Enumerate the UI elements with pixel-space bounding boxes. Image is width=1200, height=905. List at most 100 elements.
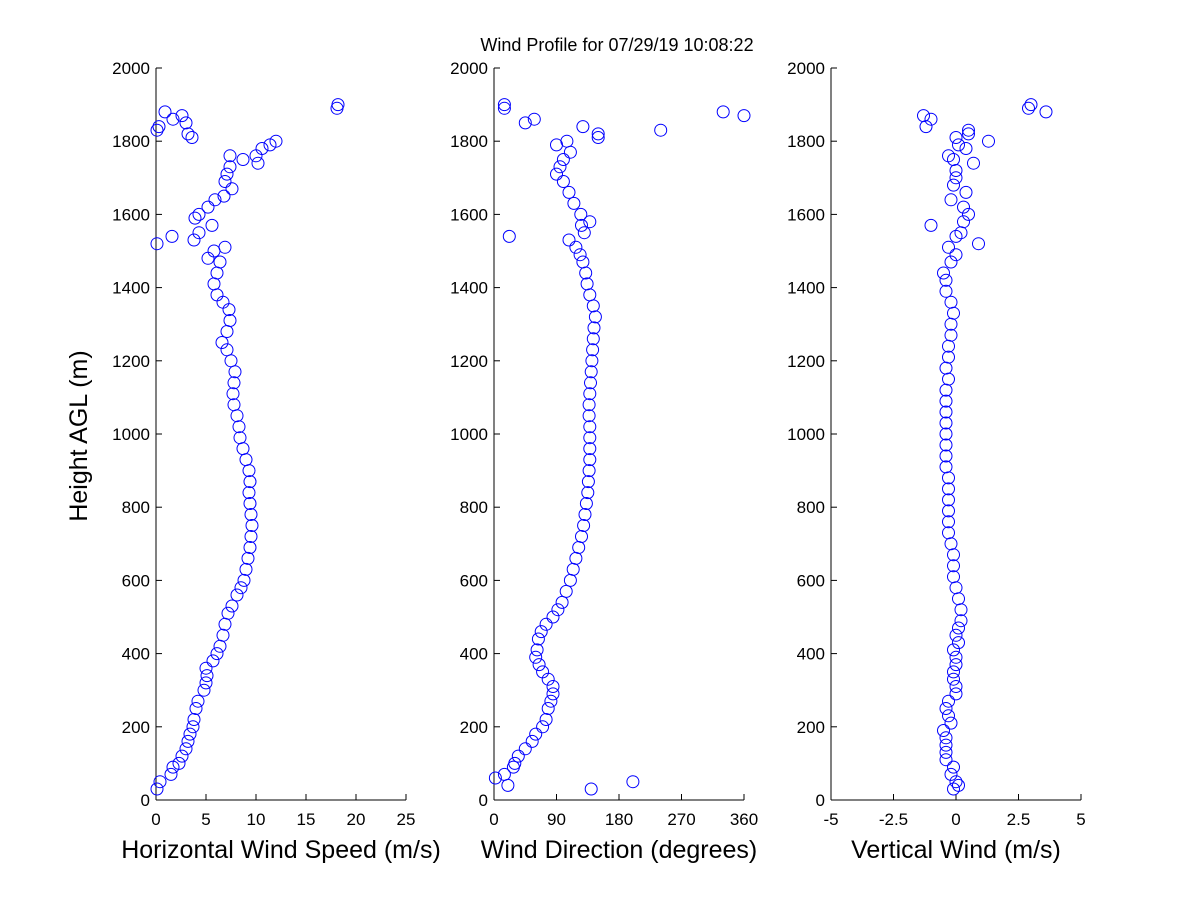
direction-data-point: [497, 98, 511, 112]
vertical-data-point: [944, 193, 958, 207]
direction-y-tick-label: 0: [479, 791, 488, 810]
speed-data-point: [218, 240, 232, 254]
vertical-data-point: [952, 621, 965, 635]
vertical-data-point: [972, 237, 985, 251]
vertical-data-point: [944, 328, 958, 342]
vertical-y-tick-label: 400: [797, 645, 825, 664]
speed-data-point: [199, 676, 213, 690]
vertical-x-tick-label: 0: [951, 810, 960, 829]
speed-data-point: [216, 628, 230, 642]
vertical-data-point: [949, 581, 963, 595]
direction-data-point: [562, 185, 576, 199]
vertical-data-point: [947, 153, 960, 166]
vertical-y-tick-label: 1400: [787, 279, 825, 298]
speed-data-point: [225, 599, 239, 613]
speed-data-point: [181, 734, 195, 748]
direction-data-point: [550, 167, 563, 181]
direction-data-point: [518, 742, 532, 756]
vertical-data-point: [942, 493, 955, 507]
speed-data-point: [237, 573, 251, 587]
speed-data-point: [234, 581, 248, 595]
speed-data-point: [199, 661, 213, 675]
speed-y-tick-label: 1000: [112, 425, 150, 444]
vertical-data-point: [944, 317, 958, 331]
direction-data-point: [577, 519, 591, 532]
vertical-data-point: [942, 709, 955, 723]
vertical-data-point: [942, 515, 955, 529]
vertical-y-tick-label: 1000: [787, 425, 825, 444]
y-axis-label: Height AGL (m): [65, 350, 93, 521]
vertical-data-point: [962, 127, 975, 141]
vertical-data-point: [957, 200, 970, 214]
speed-data-point: [175, 109, 189, 123]
vertical-data-point: [939, 416, 953, 430]
direction-data-point: [573, 248, 587, 262]
vertical-data-point: [942, 526, 955, 540]
vertical-y-tick-label: 1200: [787, 352, 825, 371]
speed-data-point: [197, 683, 211, 697]
direction-data-point: [575, 530, 588, 543]
direction-data-point: [563, 145, 577, 159]
vertical-data-point: [939, 738, 953, 752]
direction-data-point: [560, 134, 574, 148]
speed-data-point: [183, 727, 197, 741]
direction-data-point: [553, 160, 567, 174]
vertical-data-point: [939, 405, 953, 419]
vertical-y-tick-label: 800: [797, 498, 825, 517]
speed-y-tick-label: 400: [122, 645, 150, 664]
speed-data-point: [228, 365, 242, 379]
direction-data-point: [737, 109, 751, 123]
speed-data-point: [172, 756, 186, 770]
speed-data-point: [188, 211, 202, 225]
direction-y-tick-label: 800: [460, 498, 488, 517]
direction-data-point: [497, 101, 511, 115]
direction-y-tick-label: 1800: [450, 132, 488, 151]
direction-data-point: [583, 431, 597, 445]
speed-y-tick-label: 1800: [112, 132, 150, 151]
direction-data-point: [585, 354, 599, 368]
speed-data-point: [223, 160, 237, 174]
direction-data-point: [551, 603, 565, 617]
direction-x-tick-label: 0: [489, 810, 498, 829]
direction-data-point: [587, 321, 601, 335]
direction-data-point: [583, 215, 597, 229]
direction-data-point: [532, 658, 546, 672]
direction-data-point: [583, 420, 597, 434]
speed-data-point: [158, 105, 172, 119]
direction-y-tick-label: 1200: [450, 352, 488, 371]
vertical-data-point: [1022, 101, 1035, 115]
panel-speed: 0 200 400 600 800 1000 1200 1400 1600 1800 2000 0 5 1…: [112, 59, 441, 864]
direction-data-point: [556, 175, 570, 188]
speed-data-point: [217, 189, 231, 203]
direction-y-tick-label: 600: [460, 571, 488, 590]
direction-data-point: [580, 277, 594, 291]
speed-data-point: [243, 541, 257, 554]
vertical-data-point: [939, 361, 953, 375]
speed-data-point: [221, 606, 235, 620]
speed-data-point: [175, 749, 189, 763]
speed-data-point: [191, 694, 205, 708]
vertical-data-point: [942, 350, 955, 364]
vertical-data-point: [954, 603, 968, 617]
speed-data-point: [241, 551, 255, 565]
speed-data-point: [243, 475, 257, 489]
vertical-y-tick-label: 1800: [787, 132, 825, 151]
direction-data-point: [716, 105, 730, 119]
direction-data-point: [562, 233, 576, 247]
vertical-data-point: [939, 383, 953, 397]
speed-data-point: [150, 237, 164, 251]
direction-data-point: [511, 749, 525, 763]
direction-data-point: [591, 131, 605, 144]
direction-data-point: [575, 218, 588, 232]
speed-data-point: [153, 775, 167, 789]
speed-data-point: [230, 409, 244, 423]
vertical-data-point: [939, 284, 953, 298]
vertical-data-point: [949, 687, 963, 701]
vertical-data-point: [952, 636, 965, 650]
vertical-data-point: [944, 767, 958, 781]
speed-y-tick-label: 2000: [112, 59, 150, 78]
speed-data-point: [150, 123, 164, 137]
speed-data-point: [218, 175, 232, 188]
direction-data-point: [544, 694, 558, 708]
